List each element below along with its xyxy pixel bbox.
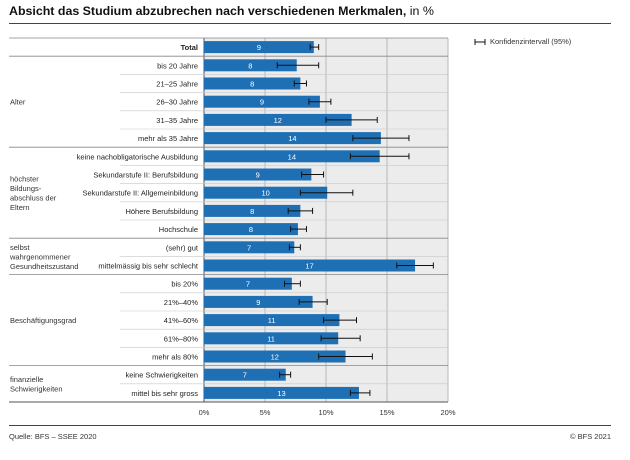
data-label: 8: [250, 207, 254, 216]
data-label: 9: [256, 298, 260, 307]
data-label: 8: [250, 80, 254, 89]
category-label: mehr als 80%: [152, 353, 198, 362]
bar: [204, 350, 346, 363]
data-label: 7: [246, 280, 250, 289]
bar-chart: 0% 5% 10% 15% 20% Total 9 Alter bis 20 Jahre 8 21–…: [9, 37, 456, 417]
category-label: Total: [181, 43, 198, 52]
bar: [204, 77, 301, 90]
legend: Konfidenzintervall (95%): [474, 37, 571, 46]
bar: [204, 386, 359, 399]
data-label: 13: [277, 389, 285, 398]
category-label: Sekundarstufe II: Allgemeinbildung: [83, 189, 199, 198]
ci-legend-icon: [474, 38, 486, 45]
bar: [204, 223, 298, 236]
data-label: 8: [248, 61, 252, 70]
x-tick-label: 10%: [318, 408, 333, 417]
bar: [204, 332, 339, 345]
bar: [204, 113, 352, 126]
data-label: 8: [249, 225, 253, 234]
category-label: keine nachobligatorische Ausbildung: [77, 152, 198, 161]
bar: [204, 132, 381, 145]
category-label: mehr als 35 Jahre: [138, 134, 198, 143]
bar: [204, 186, 328, 199]
category-label: (sehr) gut: [166, 243, 199, 252]
data-label: 17: [305, 262, 313, 271]
x-tick-label: 15%: [379, 408, 394, 417]
category-label: bis 20%: [171, 280, 198, 289]
category-label: Sekundarstufe II: Berufsbildung: [93, 171, 198, 180]
bar: [204, 204, 301, 217]
x-tick-label: 0%: [199, 408, 210, 417]
x-tick-label: 20%: [440, 408, 455, 417]
category-label: 26–30 Jahre: [156, 98, 198, 107]
group-label: finanzielle Schwierigkeiten: [10, 375, 63, 394]
chart-title-unit: in %: [409, 4, 434, 18]
data-label: 7: [243, 371, 247, 380]
category-label: 31–35 Jahre: [156, 116, 198, 125]
bar: [204, 295, 313, 308]
bar: [204, 41, 314, 54]
data-label: 14: [288, 152, 296, 161]
bar: [204, 95, 320, 108]
bar: [204, 368, 286, 381]
copyright-note: © BFS 2021: [570, 432, 611, 441]
group-label: selbst wahrgenommener Gesundheitszustand: [9, 243, 78, 271]
chart-title-main: Absicht das Studium abzubrechen nach ver…: [9, 4, 407, 18]
category-label: 21%–40%: [164, 298, 199, 307]
bar: [204, 150, 380, 163]
bar: [204, 168, 312, 181]
category-label: Höhere Berufsbildung: [125, 207, 198, 216]
top-rule: [9, 23, 611, 24]
data-label: 11: [267, 334, 275, 343]
data-label: 9: [260, 98, 264, 107]
category-label: mittel bis sehr gross: [131, 389, 198, 398]
group-label: Alter: [10, 98, 26, 107]
data-label: 7: [247, 243, 251, 252]
chart-title: Absicht das Studium abzubrechen nach ver…: [9, 4, 434, 18]
source-note: Quelle: BFS – SSEE 2020: [9, 432, 97, 441]
category-label: 21–25 Jahre: [156, 80, 198, 89]
bar: [204, 277, 292, 290]
data-label: 9: [257, 43, 261, 52]
bar: [204, 59, 297, 72]
data-label: 12: [274, 116, 282, 125]
data-label: 14: [288, 134, 296, 143]
group-label: Beschäftigungsgrad: [10, 316, 76, 325]
group-label: höchster Bildungs-abschluss der Eltern: [10, 174, 57, 212]
category-label: bis 20 Jahre: [157, 61, 198, 70]
category-label: 61%–80%: [164, 334, 199, 343]
category-label: Hochschule: [159, 225, 198, 234]
data-label: 12: [271, 353, 279, 362]
bottom-rule: [9, 425, 611, 426]
category-label: mittelmässig bis sehr schlecht: [98, 262, 199, 271]
category-label: 41%–60%: [164, 316, 199, 325]
legend-label: Konfidenzintervall (95%): [490, 37, 572, 46]
data-label: 11: [268, 316, 276, 325]
data-label: 10: [261, 189, 269, 198]
bar: [204, 241, 295, 254]
x-tick-label: 5%: [260, 408, 271, 417]
bar: [204, 259, 416, 272]
data-label: 9: [256, 171, 260, 180]
bar: [204, 314, 340, 327]
category-label: keine Schwierigkeiten: [125, 371, 198, 380]
